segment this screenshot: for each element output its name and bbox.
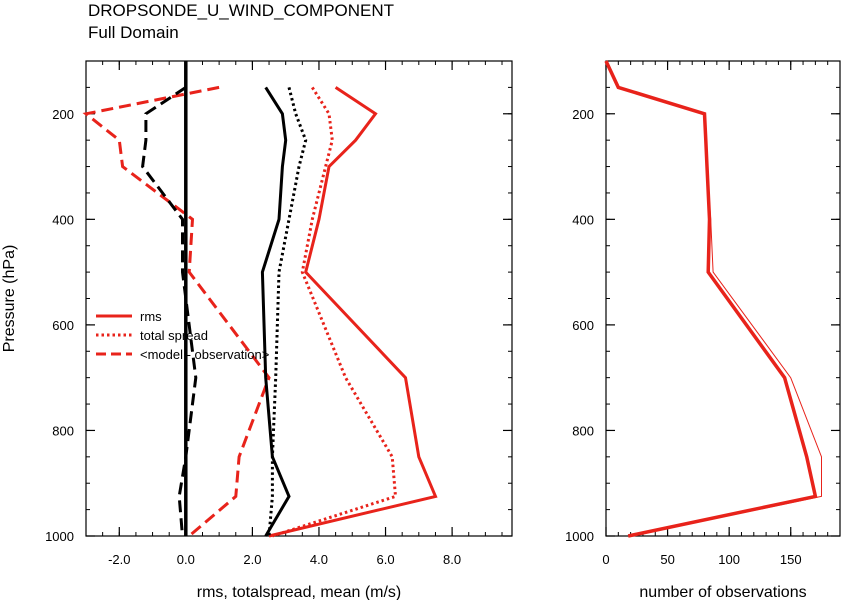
x-tick-label: 0: [602, 552, 609, 567]
legend-label: total spread: [140, 328, 208, 343]
series-line-rms: [268, 86, 438, 538]
x-tick-label: 150: [780, 552, 802, 567]
plot-frame: [605, 60, 841, 537]
y-tick-label: 800: [52, 423, 74, 438]
x-tick-label: 0.0: [177, 552, 195, 567]
right-panel: 0 50 100 150 200 400 600 800 1000 number of obser…: [565, 60, 841, 600]
series-line-model-observation: [82, 85, 271, 538]
series-line-black-solid: [260, 86, 291, 537]
x-tick-label: 50: [660, 552, 674, 567]
y-tick-label: 200: [572, 107, 594, 122]
plot-frame: [85, 60, 513, 537]
series-line-total-spread: [271, 86, 398, 538]
series-line-red-thin: [605, 60, 822, 537]
x-tick-label: -2.0: [108, 552, 130, 567]
y-tick-label: 600: [52, 318, 74, 333]
y-tick-label: 1000: [45, 529, 74, 544]
x-tick-label: 6.0: [376, 552, 394, 567]
legend-label: rms: [140, 309, 162, 324]
x-axis-label: number of observations: [639, 584, 806, 600]
series-line-black-dashed: [141, 86, 198, 537]
chart-subtitle: Full Domain: [88, 23, 179, 42]
title-block: DROPSONDE_U_WIND_COMPONENT Full Domain: [88, 0, 394, 44]
left-panel: -2.0 0.0 2.0 4.0 6.0 8.0 200 400 600 800 1000 rms, …: [1, 60, 513, 600]
series-line-black-dotted: [267, 87, 308, 537]
y-tick-label: 800: [572, 423, 594, 438]
chart-title: DROPSONDE_U_WIND_COMPONENT: [88, 1, 395, 20]
x-tick-label: 8.0: [443, 552, 461, 567]
y-tick-label: 600: [572, 318, 594, 333]
y-tick-label: 400: [572, 212, 594, 227]
x-tick-label: 4.0: [310, 552, 328, 567]
y-tick-label: 1000: [565, 529, 594, 544]
y-axis-label: Pressure (hPa): [1, 245, 18, 353]
x-tick-label: 2.0: [243, 552, 261, 567]
x-axis-label: rms, totalspread, mean (m/s): [197, 584, 402, 600]
y-tick-label: 200: [52, 107, 74, 122]
legend-label: <model - observation>: [140, 347, 269, 362]
series-line-red-thick: [604, 60, 818, 538]
x-tick-label: 100: [718, 552, 740, 567]
y-tick-label: 400: [52, 212, 74, 227]
